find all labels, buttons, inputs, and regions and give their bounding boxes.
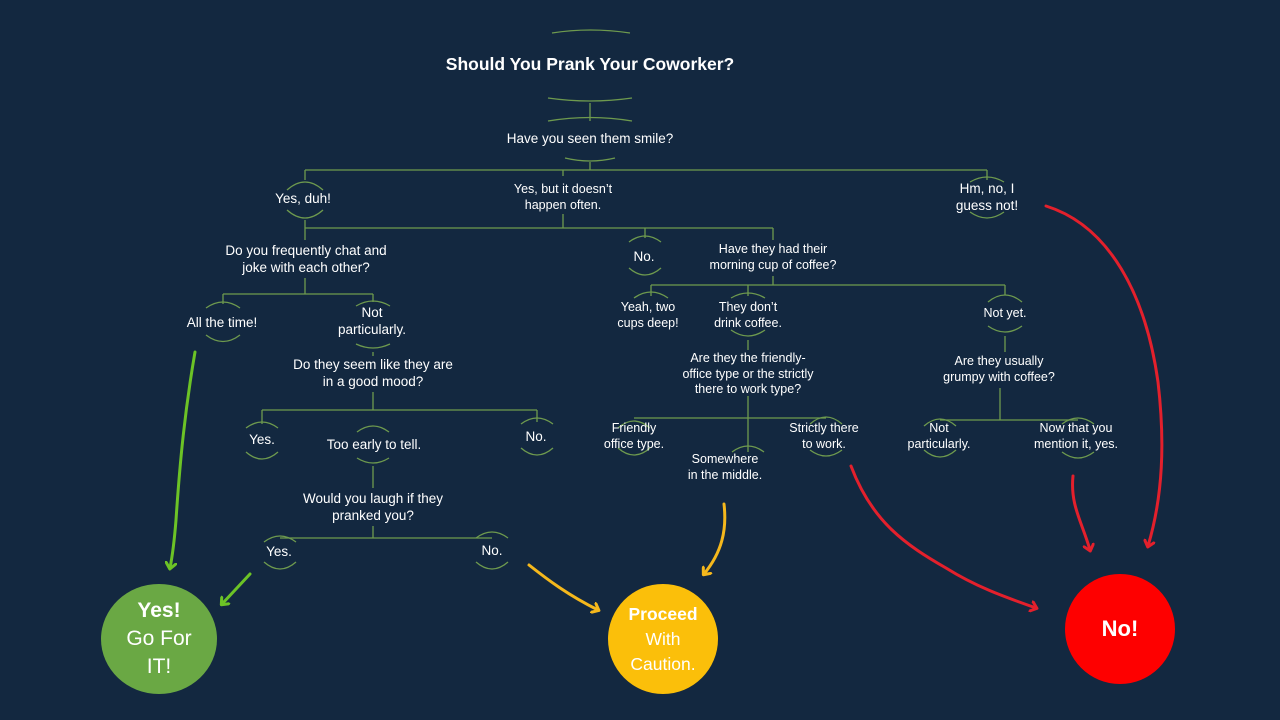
answer-two-cups: Yeah, two cups deep! bbox=[617, 300, 679, 330]
answer-not-particularly-chat: Not particularly. bbox=[337, 305, 407, 337]
outcome-caution-line3: Caution. bbox=[630, 653, 696, 674]
answer-yes-laugh: Yes. bbox=[266, 544, 292, 559]
answer-strictly-work: Strictly there to work. bbox=[789, 421, 859, 451]
question-friendly-or-strict: Are they the friendly- office type or th… bbox=[682, 351, 814, 396]
question-seen-smile: Have you seen them smile? bbox=[506, 131, 674, 146]
outcome-yes-line2: Go For bbox=[126, 627, 192, 650]
arrow-yes-laugh-to-yes bbox=[222, 572, 252, 604]
question-laugh-prank: Would you laugh if they pranked you? bbox=[302, 491, 444, 523]
title-bracket-top bbox=[551, 29, 631, 34]
outcome-no-line1: No! bbox=[1101, 616, 1139, 641]
question-chat-joke: Do you frequently chat and joke with eac… bbox=[225, 243, 387, 275]
question-morning-coffee: Have they had their morning cup of coffe… bbox=[709, 242, 837, 272]
arrow-mention-to-no bbox=[1071, 474, 1090, 550]
outcome-yes-line1: Yes! bbox=[137, 599, 181, 622]
answer-dont-drink-coffee: They don’t drink coffee. bbox=[714, 300, 782, 330]
flowchart-title: Should You Prank Your Coworker? bbox=[445, 54, 735, 74]
connector-lines bbox=[205, 29, 1095, 570]
outcome-caution-line1: Proceed bbox=[628, 603, 698, 624]
answer-no-middle: No. bbox=[633, 249, 655, 264]
outcome-caution-line2: With bbox=[645, 628, 681, 649]
outcome-yes-line3: IT! bbox=[146, 655, 172, 678]
answer-yes-mood: Yes. bbox=[249, 432, 275, 447]
answer-too-early: Too early to tell. bbox=[326, 437, 422, 452]
arrow-strictly-to-no bbox=[849, 464, 1036, 608]
answer-not-yet: Not yet. bbox=[983, 306, 1027, 320]
arrow-hm-no-to-no bbox=[1044, 204, 1164, 546]
question-good-mood: Do they seem like they are in a good moo… bbox=[293, 357, 453, 389]
outcome-arrows bbox=[170, 204, 1164, 610]
title-bracket-bottom bbox=[547, 97, 633, 102]
outcome-proceed-with-caution: Proceed With Caution. bbox=[608, 584, 718, 694]
answer-no-laugh: No. bbox=[481, 543, 503, 558]
answer-hm-no: Hm, no, I guess not! bbox=[955, 181, 1019, 213]
arrow-middle-to-caution bbox=[704, 502, 727, 574]
answer-yes-not-often: Yes, but it doesn’t happen often. bbox=[513, 182, 613, 212]
answer-not-particularly-grumpy: Not particularly. bbox=[907, 421, 971, 451]
answer-mention-yes: Now that you mention it, yes. bbox=[1033, 421, 1119, 451]
outcome-yes-go-for-it: Yes! Go For IT! bbox=[101, 584, 217, 694]
question-grumpy-coffee: Are they usually grumpy with coffee? bbox=[943, 354, 1055, 384]
answer-yes-duh: Yes, duh! bbox=[275, 191, 331, 206]
arrow-no-laugh-to-caution bbox=[527, 563, 598, 610]
arrow-all-time-to-yes bbox=[170, 350, 197, 568]
answer-all-the-time: All the time! bbox=[186, 315, 258, 330]
answer-no-mood: No. bbox=[525, 429, 547, 444]
answer-somewhere-middle: Somewhere in the middle. bbox=[687, 452, 763, 482]
outcome-no: No! bbox=[1065, 574, 1175, 684]
answer-friendly-office: Friendly office type. bbox=[603, 421, 665, 451]
